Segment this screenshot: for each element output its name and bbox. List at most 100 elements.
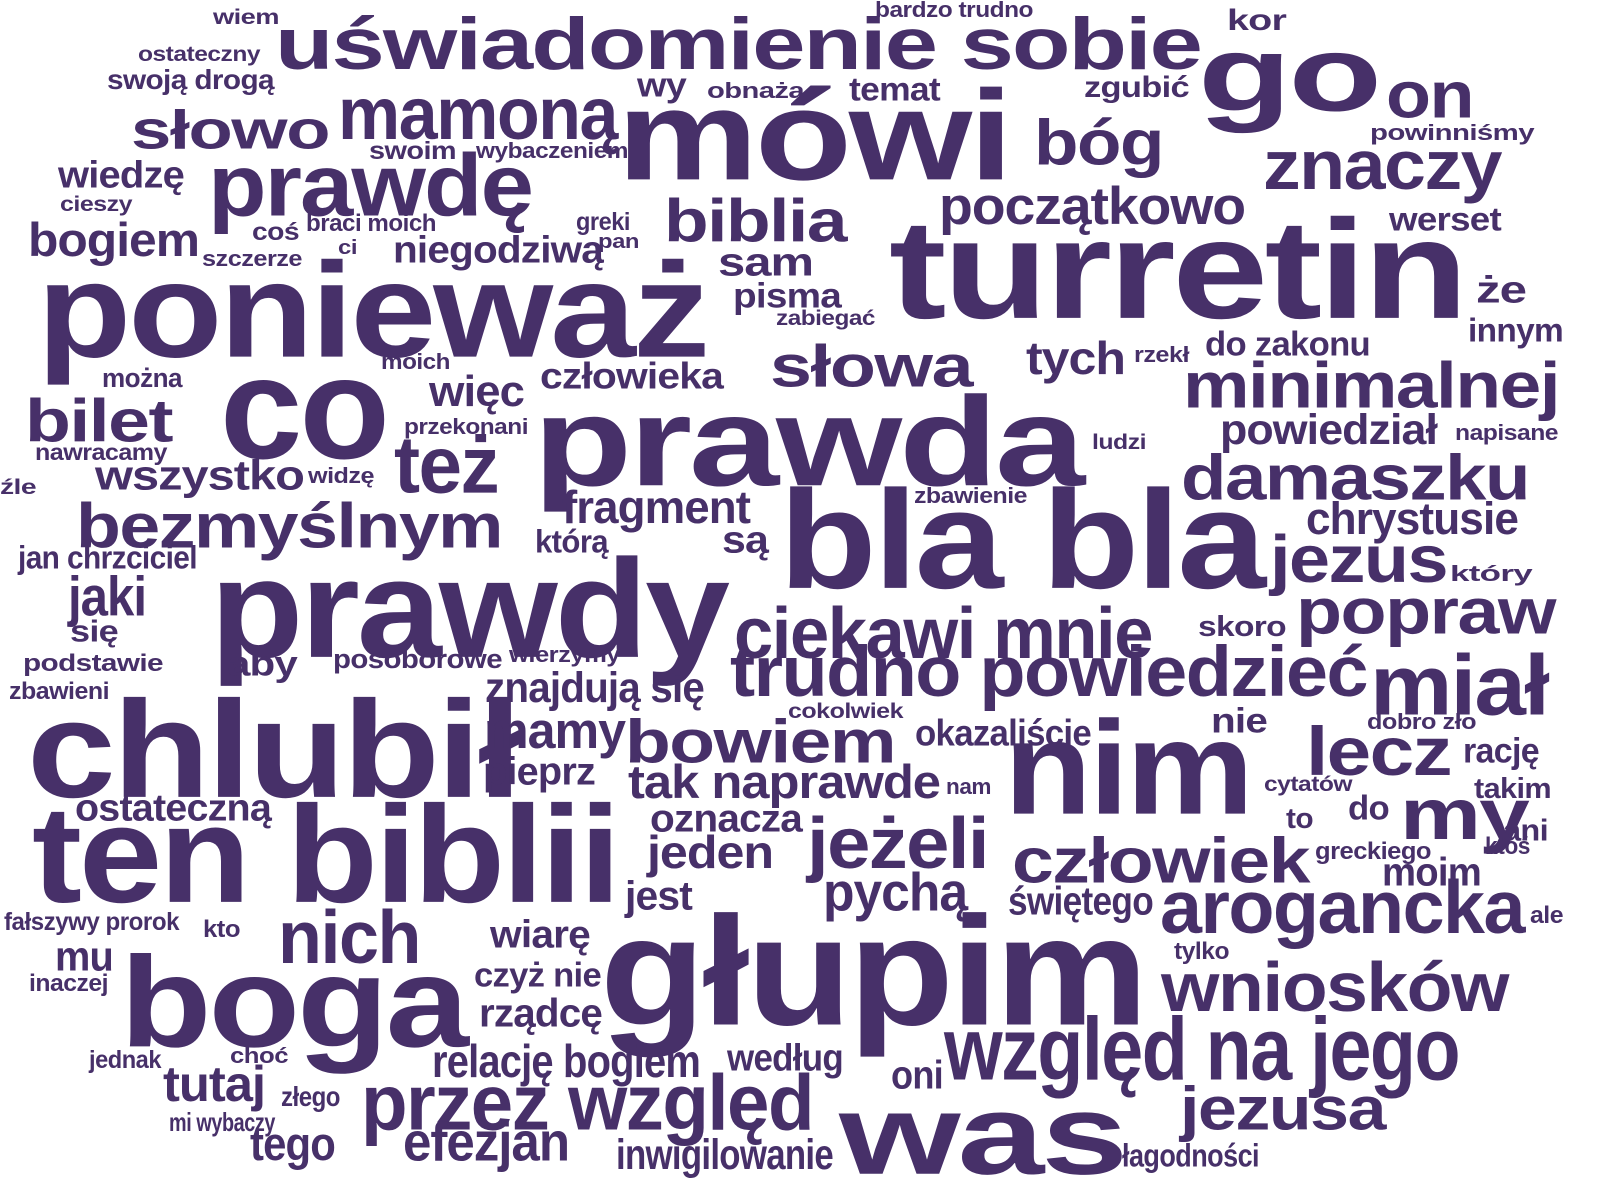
word-glupim: głupim bbox=[600, 885, 1148, 1059]
word-racje: rację bbox=[1463, 731, 1540, 771]
word-przekonani: przekonani bbox=[404, 414, 528, 440]
word-mozna: można bbox=[102, 363, 183, 394]
word-aby: aby bbox=[227, 644, 298, 684]
word-ostateczny: ostateczny bbox=[138, 42, 260, 67]
word-takim: takim bbox=[1474, 771, 1552, 805]
word-swoja-droga: swoją drogą bbox=[107, 63, 275, 96]
word-kor: kor bbox=[1227, 3, 1287, 38]
word-bogiem: bogiem bbox=[28, 214, 200, 267]
word-ludzi: ludzi bbox=[1092, 430, 1147, 455]
word-go: go bbox=[1198, 13, 1382, 134]
word-tutaj: tutaj bbox=[163, 1056, 266, 1113]
word-greki: greki bbox=[576, 207, 630, 237]
word-skoro: skoro bbox=[1198, 609, 1287, 643]
word-efezjan: efezjan bbox=[403, 1111, 570, 1173]
word-turretin: turretin bbox=[889, 191, 1468, 349]
word-zbawienie: zbawienie bbox=[914, 483, 1027, 509]
word-werset: werset bbox=[1389, 200, 1502, 238]
word-tych: tych bbox=[1026, 332, 1126, 385]
word-przez-wzgled: przez względ bbox=[361, 1057, 815, 1147]
word-jest: jest bbox=[625, 873, 693, 920]
word-wszystko: wszystko bbox=[95, 452, 305, 500]
word-greckiego: greckiego bbox=[1315, 836, 1432, 865]
word-poczatkowo: początkowo bbox=[939, 175, 1246, 236]
word-kto: kto bbox=[203, 914, 241, 943]
word-jaki: jaki bbox=[68, 565, 147, 628]
word-choc: choć bbox=[230, 1043, 289, 1069]
word-wierzymy: wierzymy bbox=[509, 642, 621, 668]
word-ktora: którą bbox=[535, 523, 609, 560]
word-chlubil: chlubił bbox=[27, 671, 522, 827]
word-co: co bbox=[220, 327, 390, 490]
word-cytatow: cytatów bbox=[1264, 772, 1352, 797]
word-moim: moim bbox=[1382, 850, 1482, 896]
word-swoim: swoim bbox=[369, 136, 457, 166]
word-znajduja-sie: znajdują się bbox=[485, 662, 705, 712]
word-bla-bla: bla bla bbox=[779, 462, 1266, 619]
word-bezmyslnym: bezmyślnym bbox=[76, 490, 503, 562]
word-ostateczna: ostateczną bbox=[75, 785, 272, 830]
word-tak-naprawde: tak naprawde bbox=[628, 756, 941, 809]
word-pieprz: pieprz bbox=[483, 748, 596, 794]
word-tylko: tylko bbox=[1174, 936, 1229, 965]
word-wedlug: według bbox=[727, 1035, 844, 1080]
word-czyz-nie: czyż nie bbox=[474, 955, 602, 994]
word-pisma: pisma bbox=[733, 276, 842, 316]
word-obnaza: obnaża bbox=[707, 78, 805, 104]
word-inaczej: inaczej bbox=[29, 968, 108, 997]
word-rzadce: rządcę bbox=[479, 991, 603, 1037]
word-zlego: złego bbox=[281, 1080, 340, 1113]
word-pan: pan bbox=[598, 230, 639, 254]
word-oni: oni bbox=[891, 1053, 944, 1099]
word-niegodziwa: niegodziwą bbox=[393, 227, 604, 272]
word-mowi: mówi bbox=[617, 63, 1013, 207]
word-prawdy: prawdy bbox=[210, 531, 730, 688]
word-ci: ci bbox=[338, 236, 357, 260]
word-dobro-zlo: dobro zło bbox=[1367, 709, 1477, 735]
word-bilet: bilet bbox=[25, 387, 174, 456]
word-okazaliscie: okazaliście bbox=[915, 712, 1092, 754]
word-wybaczeniem: wybaczeniem bbox=[476, 138, 628, 164]
word-nich: nich bbox=[278, 895, 421, 980]
word-braci-moich: braci moich bbox=[306, 208, 436, 237]
word-zle: źle bbox=[0, 475, 37, 500]
word-lecz: lecz bbox=[1306, 712, 1453, 790]
word-slowa: słowa bbox=[770, 332, 974, 400]
word-poniewaz: ponieważ bbox=[37, 235, 710, 387]
word-jezeli: jeżeli bbox=[807, 803, 990, 884]
word-podstawie: podstawie bbox=[23, 648, 164, 677]
word-ten-biblii: ten biblii bbox=[32, 776, 621, 932]
word-ale: ale bbox=[1530, 900, 1564, 929]
word-wiedze: wiedzę bbox=[58, 152, 185, 197]
word-jezus: jezus bbox=[1270, 521, 1448, 597]
word-nawracamy: nawracamy bbox=[35, 438, 168, 466]
word-rzekl: rzekł bbox=[1134, 342, 1189, 368]
word-falszywy-prorok: fałszywy prorok bbox=[4, 907, 179, 937]
word-on: on bbox=[1386, 58, 1474, 133]
word-inwigilowanie: inwigilowanie bbox=[616, 1129, 834, 1179]
word-powiedzial: powiedział bbox=[1220, 404, 1438, 454]
word-boga: boga bbox=[120, 929, 469, 1074]
word-mial: miał bbox=[1370, 638, 1550, 734]
word-lagodnosci: łagodności bbox=[1122, 1137, 1260, 1174]
word-nam: nam bbox=[946, 774, 991, 800]
word-biblia: biblia bbox=[664, 187, 847, 256]
word-nim: nim bbox=[1004, 693, 1254, 843]
word-pycha: pychą bbox=[823, 861, 968, 922]
word-trudno-powiedziec: trudno powiedzieć bbox=[730, 632, 1369, 712]
word-innym: innym bbox=[1468, 311, 1564, 349]
word-znaczy: znaczy bbox=[1263, 126, 1503, 205]
word-wiec: więc bbox=[429, 365, 525, 416]
word-chrystusie: chrystusie bbox=[1306, 493, 1519, 545]
word-popraw: popraw bbox=[1296, 575, 1557, 649]
word-zbawieni: zbawieni bbox=[9, 676, 110, 705]
word-tego: tego bbox=[250, 1118, 336, 1171]
word-mu: mu bbox=[55, 933, 114, 981]
word-wy: wy bbox=[637, 65, 687, 104]
word-moich: moich bbox=[381, 349, 450, 375]
word-jezusa: jezusa bbox=[1180, 1075, 1386, 1144]
word-szczerze: szczerze bbox=[202, 246, 303, 272]
word-zabiegac: zabiegać bbox=[776, 306, 875, 331]
word-fragment: fragment bbox=[562, 481, 751, 534]
